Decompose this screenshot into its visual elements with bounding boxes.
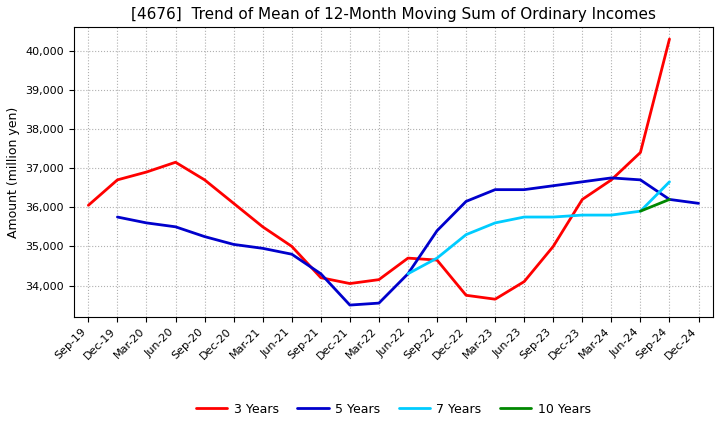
- Title: [4676]  Trend of Mean of 12-Month Moving Sum of Ordinary Incomes: [4676] Trend of Mean of 12-Month Moving …: [131, 7, 656, 22]
- 5 Years: [287, 252, 296, 257]
- 3 Years: [374, 277, 383, 282]
- 3 Years: [462, 293, 470, 298]
- Y-axis label: Amount (million yen): Amount (million yen): [7, 106, 20, 238]
- 3 Years: [258, 224, 267, 229]
- 3 Years: [636, 150, 644, 155]
- 3 Years: [491, 297, 500, 302]
- Legend: 3 Years, 5 Years, 7 Years, 10 Years: 3 Years, 5 Years, 7 Years, 10 Years: [192, 398, 595, 421]
- 5 Years: [578, 179, 587, 184]
- 7 Years: [549, 214, 557, 220]
- 3 Years: [171, 160, 180, 165]
- 5 Years: [113, 214, 122, 220]
- 3 Years: [607, 177, 616, 183]
- 3 Years: [200, 177, 209, 183]
- 7 Years: [520, 214, 528, 220]
- 5 Years: [374, 301, 383, 306]
- 5 Years: [520, 187, 528, 192]
- 7 Years: [578, 213, 587, 218]
- 5 Years: [142, 220, 150, 226]
- 5 Years: [607, 175, 616, 180]
- 7 Years: [636, 209, 644, 214]
- 5 Years: [200, 234, 209, 239]
- 5 Years: [694, 201, 703, 206]
- 3 Years: [433, 257, 441, 263]
- Line: 3 Years: 3 Years: [89, 39, 670, 299]
- 5 Years: [433, 228, 441, 233]
- 7 Years: [433, 256, 441, 261]
- 3 Years: [113, 177, 122, 183]
- 3 Years: [287, 244, 296, 249]
- 3 Years: [549, 244, 557, 249]
- Line: 10 Years: 10 Years: [640, 199, 670, 211]
- 5 Years: [665, 197, 674, 202]
- 7 Years: [607, 213, 616, 218]
- 3 Years: [142, 169, 150, 175]
- 7 Years: [491, 220, 500, 226]
- 5 Years: [317, 271, 325, 276]
- 7 Years: [404, 271, 413, 276]
- 10 Years: [665, 197, 674, 202]
- 5 Years: [462, 199, 470, 204]
- 7 Years: [462, 232, 470, 237]
- 5 Years: [230, 242, 238, 247]
- Line: 5 Years: 5 Years: [117, 178, 698, 305]
- 5 Years: [404, 271, 413, 276]
- 3 Years: [317, 275, 325, 280]
- 3 Years: [346, 281, 354, 286]
- 5 Years: [636, 177, 644, 183]
- 7 Years: [665, 179, 674, 184]
- 3 Years: [665, 37, 674, 42]
- 5 Years: [491, 187, 500, 192]
- 5 Years: [258, 246, 267, 251]
- 3 Years: [84, 203, 93, 208]
- 5 Years: [171, 224, 180, 229]
- 10 Years: [636, 209, 644, 214]
- 3 Years: [230, 201, 238, 206]
- 3 Years: [520, 279, 528, 284]
- 5 Years: [346, 302, 354, 308]
- Line: 7 Years: 7 Years: [408, 182, 670, 274]
- 3 Years: [404, 256, 413, 261]
- 5 Years: [549, 183, 557, 188]
- 3 Years: [578, 197, 587, 202]
